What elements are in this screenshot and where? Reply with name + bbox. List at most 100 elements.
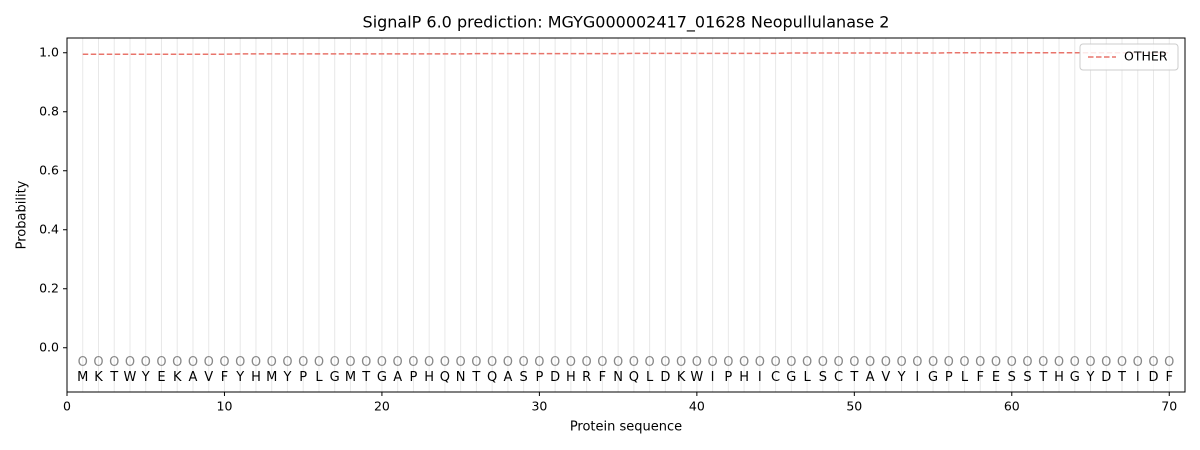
x-tick-label: 10: [217, 399, 233, 414]
state-label: O: [723, 355, 733, 370]
state-label: O: [219, 355, 229, 370]
residue-label: C: [834, 370, 843, 385]
state-label: O: [896, 355, 906, 370]
residue-label: S: [1023, 370, 1031, 385]
residue-label: F: [599, 370, 606, 385]
residue-label: H: [566, 370, 576, 385]
residue-label: Q: [440, 370, 450, 385]
residue-label: S: [1008, 370, 1016, 385]
y-tick-label: 0.4: [39, 221, 59, 236]
x-tick-label: 30: [531, 399, 547, 414]
state-label: O: [849, 355, 859, 370]
residue-label: D: [660, 370, 670, 385]
state-label: O: [1164, 355, 1174, 370]
residue-label: I: [915, 370, 919, 385]
residue-label: I: [758, 370, 762, 385]
state-label: O: [613, 355, 623, 370]
state-label: O: [503, 355, 513, 370]
residue-label: Q: [629, 370, 639, 385]
residue-label: P: [724, 370, 732, 385]
residue-label: F: [1166, 370, 1173, 385]
state-label: O: [1070, 355, 1080, 370]
state-label: O: [975, 355, 985, 370]
state-label: O: [519, 355, 529, 370]
residue-label: L: [315, 370, 323, 385]
state-label: O: [408, 355, 418, 370]
x-tick-label: 50: [846, 399, 862, 414]
residue-label: P: [299, 370, 307, 385]
plot-frame: [66, 37, 1186, 393]
state-label: O: [330, 355, 340, 370]
state-label: O: [802, 355, 812, 370]
state-label: O: [1117, 355, 1127, 370]
residue-label: N: [613, 370, 623, 385]
state-label: O: [676, 355, 686, 370]
residue-label: K: [173, 370, 182, 385]
state-label: O: [833, 355, 843, 370]
residue-label: P: [945, 370, 953, 385]
residue-label: D: [1148, 370, 1158, 385]
state-label: O: [770, 355, 780, 370]
residue-label: H: [251, 370, 261, 385]
state-label: O: [1054, 355, 1064, 370]
residue-label: G: [928, 370, 938, 385]
state-label: O: [1085, 355, 1095, 370]
state-label: O: [707, 355, 717, 370]
state-label: O: [78, 355, 88, 370]
residue-label: I: [711, 370, 715, 385]
state-label: O: [786, 355, 796, 370]
state-label: O: [692, 355, 702, 370]
state-label: O: [739, 355, 749, 370]
residue-label: G: [1070, 370, 1080, 385]
residue-label: L: [803, 370, 811, 385]
state-label: O: [141, 355, 151, 370]
residue-label: Y: [1086, 370, 1095, 385]
state-label: O: [282, 355, 292, 370]
residue-label: N: [456, 370, 466, 385]
state-label: O: [818, 355, 828, 370]
legend-box: [1079, 43, 1179, 71]
state-label: O: [645, 355, 655, 370]
state-label: O: [991, 355, 1001, 370]
x-tick-label: 60: [1004, 399, 1020, 414]
residue-label: S: [520, 370, 528, 385]
x-axis-label: Protein sequence: [570, 420, 682, 435]
x-tick-label: 0: [63, 399, 71, 414]
residue-label: G: [330, 370, 340, 385]
y-tick-label: 1.0: [39, 44, 59, 59]
state-label: O: [267, 355, 277, 370]
state-label: O: [172, 355, 182, 370]
state-label: O: [1007, 355, 1017, 370]
state-label: O: [471, 355, 481, 370]
residue-label: L: [961, 370, 969, 385]
residue-label: H: [1054, 370, 1064, 385]
y-tick-label: 0.6: [39, 162, 59, 177]
y-tick-label: 0.8: [39, 103, 59, 118]
residue-label: T: [1038, 370, 1047, 385]
state-label: O: [959, 355, 969, 370]
state-label: O: [125, 355, 135, 370]
series-line: [82, 52, 1170, 55]
residue-label: Q: [487, 370, 497, 385]
state-label: O: [1101, 355, 1111, 370]
residue-label: A: [503, 370, 512, 385]
x-tick-label: 40: [689, 399, 705, 414]
y-axis-label: Probability: [15, 180, 30, 249]
residue-label: K: [677, 370, 686, 385]
state-label: O: [944, 355, 954, 370]
state-label: O: [188, 355, 198, 370]
residue-label: L: [646, 370, 654, 385]
state-label: O: [1022, 355, 1032, 370]
state-label: O: [881, 355, 891, 370]
residue-label: H: [739, 370, 749, 385]
state-label: O: [298, 355, 308, 370]
legend-label: OTHER: [1124, 49, 1168, 64]
residue-label: S: [819, 370, 827, 385]
residue-label: W: [690, 370, 703, 385]
residue-label: A: [866, 370, 875, 385]
residue-label: C: [771, 370, 780, 385]
y-tick-label: 0.0: [39, 339, 59, 354]
state-label: O: [660, 355, 670, 370]
residue-label: H: [424, 370, 434, 385]
